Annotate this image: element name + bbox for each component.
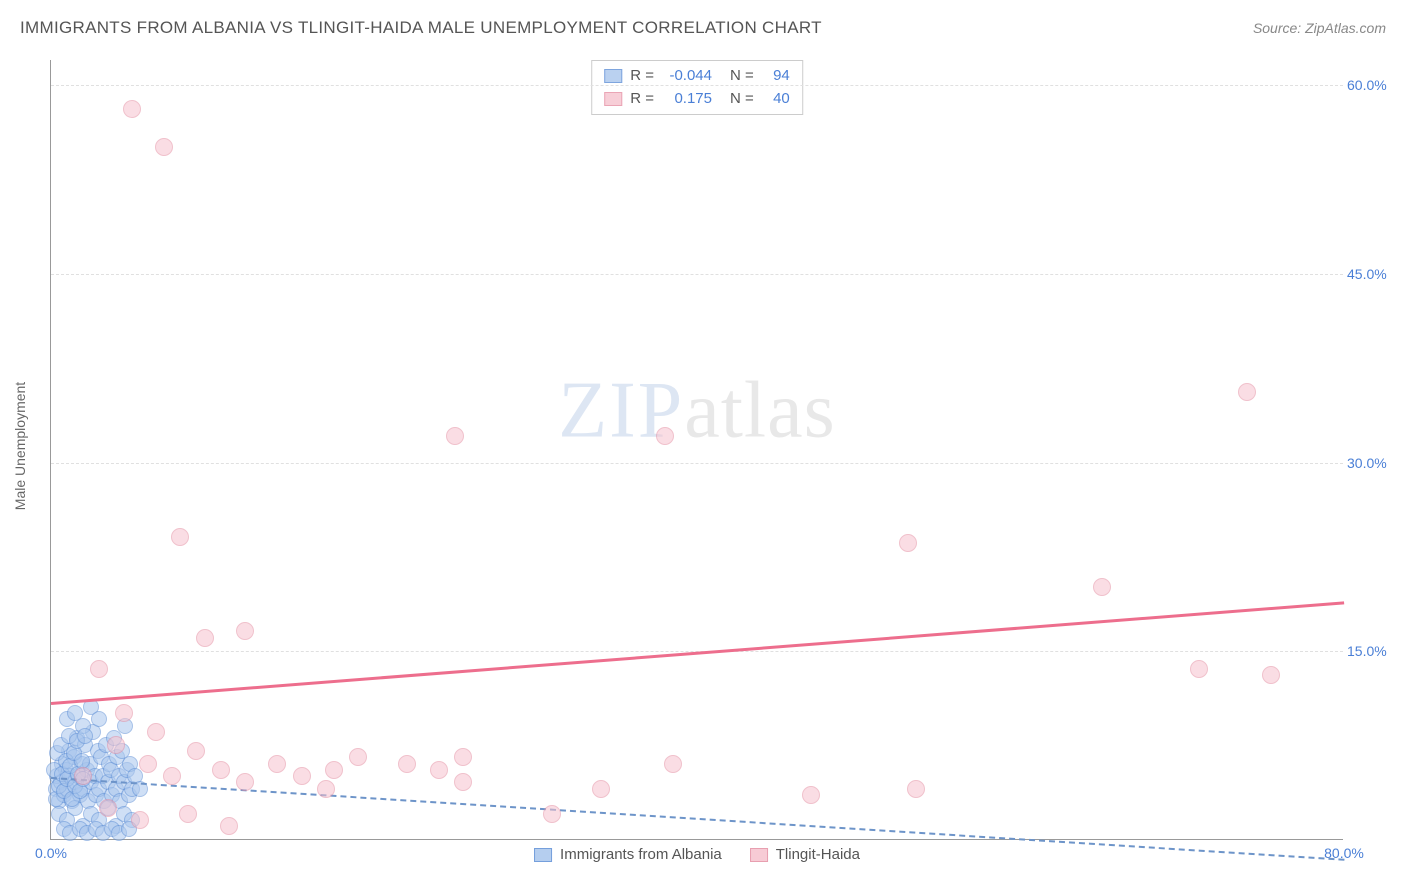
scatter-point xyxy=(454,748,472,766)
title-bar: IMMIGRANTS FROM ALBANIA VS TLINGIT-HAIDA… xyxy=(20,18,1386,38)
scatter-point xyxy=(1238,383,1256,401)
scatter-point xyxy=(107,736,125,754)
plot-area: ZIPatlas R =-0.044N =94R =0.175N =40 Imm… xyxy=(50,60,1343,840)
scatter-point xyxy=(123,100,141,118)
scatter-point xyxy=(802,786,820,804)
stat-n-value: 40 xyxy=(762,88,790,111)
scatter-point xyxy=(131,811,149,829)
scatter-point xyxy=(1262,666,1280,684)
scatter-point xyxy=(139,755,157,773)
scatter-point xyxy=(656,427,674,445)
scatter-point xyxy=(543,805,561,823)
scatter-point xyxy=(454,773,472,791)
stat-r-label: R = xyxy=(630,65,654,88)
stat-r-value: 0.175 xyxy=(662,88,712,111)
legend-item: Tlingit-Haida xyxy=(750,846,860,863)
watermark: ZIPatlas xyxy=(558,365,836,456)
stat-n-value: 94 xyxy=(762,65,790,88)
scatter-point xyxy=(171,528,189,546)
x-tick-label: 0.0% xyxy=(35,845,67,861)
legend-swatch xyxy=(604,69,622,83)
gridline xyxy=(51,463,1343,464)
scatter-point xyxy=(220,817,238,835)
scatter-point xyxy=(899,534,917,552)
gridline xyxy=(51,85,1343,86)
scatter-point xyxy=(163,767,181,785)
gridline xyxy=(51,274,1343,275)
scatter-point xyxy=(293,767,311,785)
stat-r-label: R = xyxy=(630,88,654,111)
stats-legend-box: R = -0.044 N = 94 R = 0.175 N = 40 xyxy=(591,60,803,115)
scatter-point xyxy=(325,761,343,779)
y-tick-label: 30.0% xyxy=(1347,455,1395,471)
scatter-point xyxy=(179,805,197,823)
scatter-point xyxy=(196,629,214,647)
y-tick-label: 45.0% xyxy=(1347,266,1395,282)
scatter-point xyxy=(115,704,133,722)
scatter-point xyxy=(155,138,173,156)
scatter-point xyxy=(90,660,108,678)
stats-row: R = 0.175 N = 40 xyxy=(604,88,790,111)
scatter-point xyxy=(1093,578,1111,596)
scatter-point xyxy=(907,780,925,798)
scatter-point xyxy=(1190,660,1208,678)
watermark-atlas: atlas xyxy=(684,366,836,454)
scatter-point xyxy=(91,711,107,727)
scatter-point xyxy=(430,761,448,779)
scatter-point xyxy=(77,728,93,744)
bottom-legend: Immigrants from Albania Tlingit-Haida xyxy=(534,846,860,863)
legend-swatch xyxy=(604,92,622,106)
legend-label: Tlingit-Haida xyxy=(776,846,860,863)
stat-n-label: N = xyxy=(730,88,754,111)
scatter-point xyxy=(147,723,165,741)
legend-swatch xyxy=(750,848,768,862)
scatter-point xyxy=(446,427,464,445)
scatter-point xyxy=(99,799,117,817)
scatter-point xyxy=(592,780,610,798)
legend-item: Immigrants from Albania xyxy=(534,846,722,863)
stats-row: R = -0.044 N = 94 xyxy=(604,65,790,88)
scatter-point xyxy=(664,755,682,773)
y-tick-label: 60.0% xyxy=(1347,77,1395,93)
scatter-point xyxy=(268,755,286,773)
scatter-point xyxy=(236,773,254,791)
legend-label: Immigrants from Albania xyxy=(560,846,722,863)
trend-line xyxy=(51,601,1344,704)
scatter-point xyxy=(187,742,205,760)
scatter-point xyxy=(349,748,367,766)
scatter-point xyxy=(212,761,230,779)
y-axis-label: Male Unemployment xyxy=(12,382,28,510)
y-tick-label: 15.0% xyxy=(1347,643,1395,659)
scatter-point xyxy=(74,767,92,785)
scatter-point xyxy=(236,622,254,640)
source-credit: Source: ZipAtlas.com xyxy=(1253,20,1386,36)
legend-swatch xyxy=(534,848,552,862)
stat-r-value: -0.044 xyxy=(662,65,712,88)
scatter-point xyxy=(398,755,416,773)
chart-title: IMMIGRANTS FROM ALBANIA VS TLINGIT-HAIDA… xyxy=(20,18,822,38)
stat-n-label: N = xyxy=(730,65,754,88)
scatter-point xyxy=(317,780,335,798)
